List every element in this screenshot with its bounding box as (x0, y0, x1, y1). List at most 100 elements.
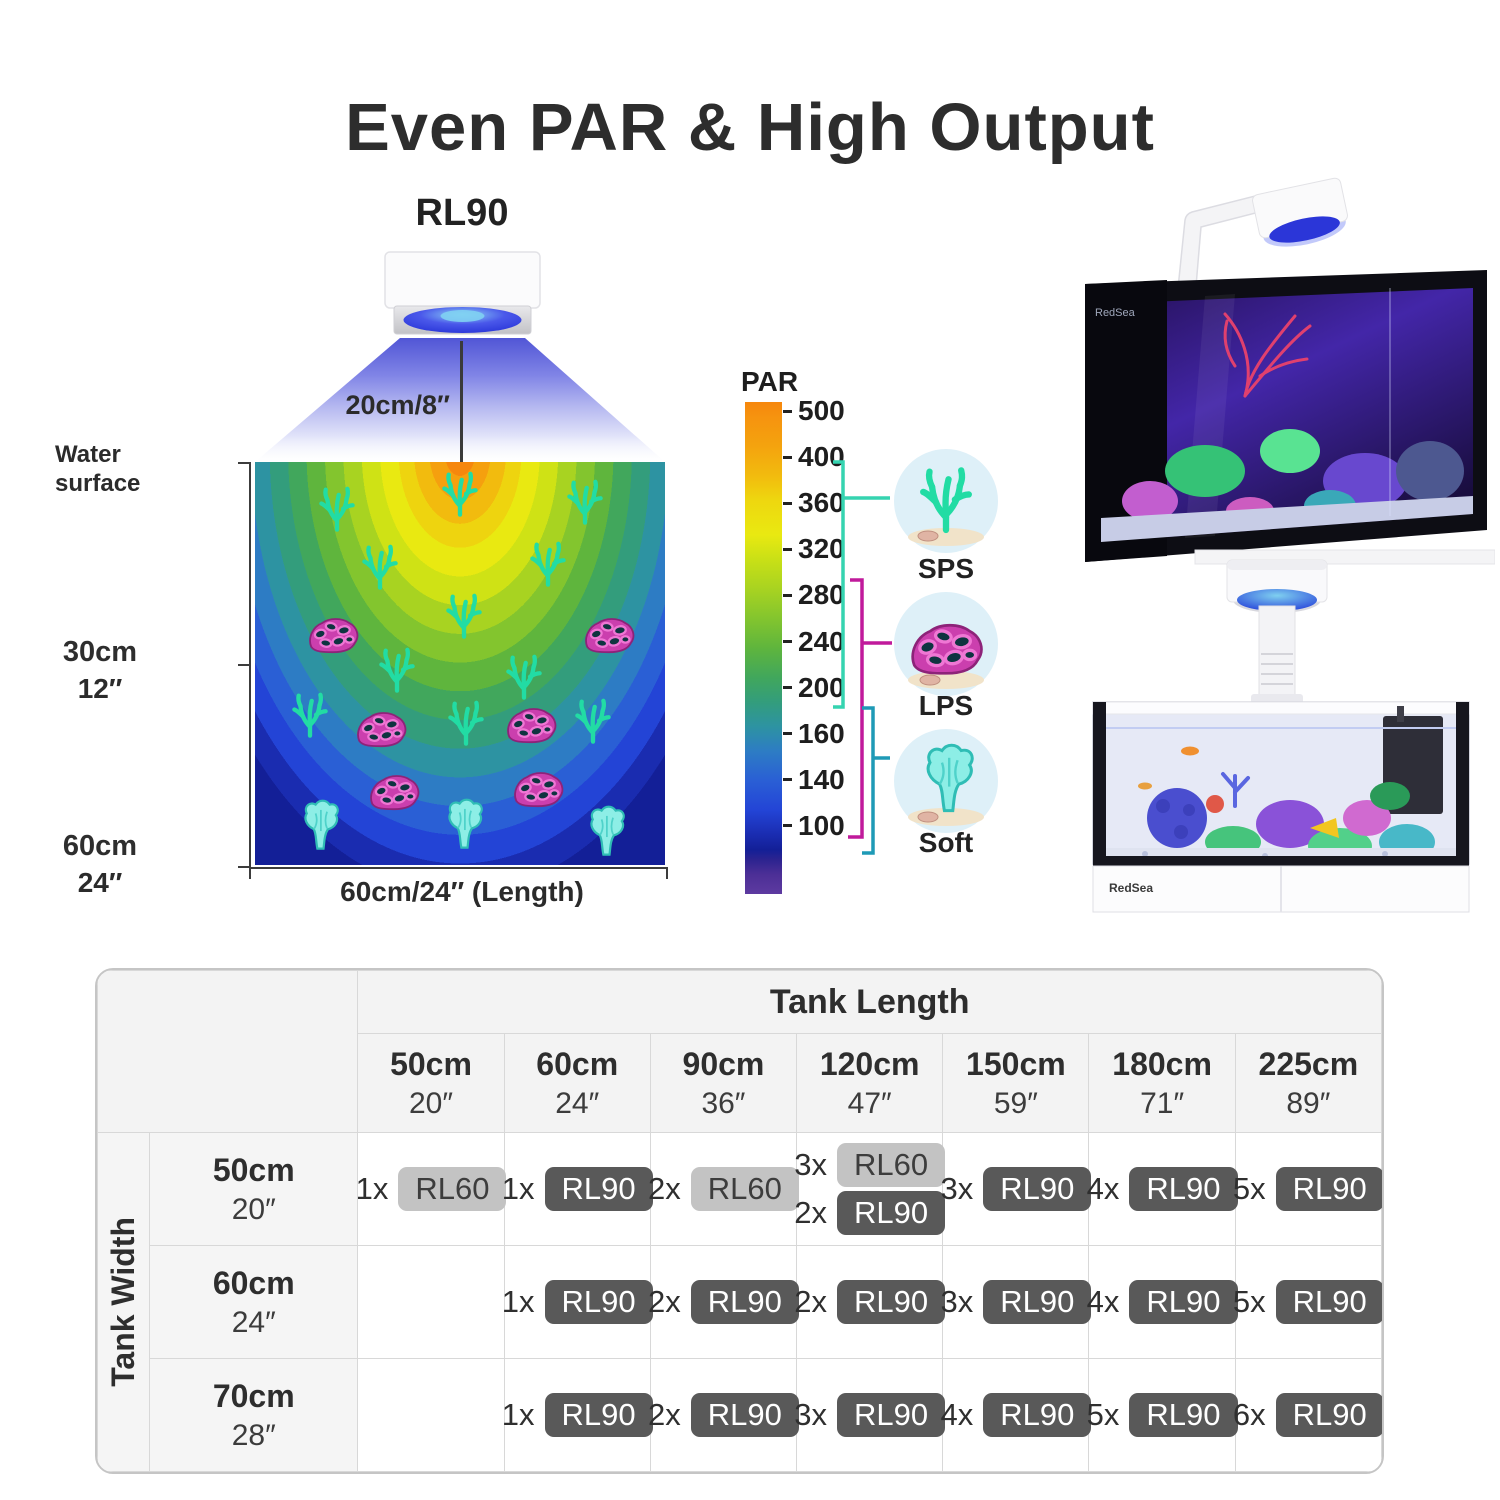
water-surface-label: Water surface (55, 441, 185, 499)
green-coral (1165, 445, 1245, 497)
config-cell: 5x RL90 (1087, 1358, 1238, 1472)
soft-label: Soft (918, 827, 974, 858)
config-cell: 3x RL60 2x RL90 (794, 1132, 946, 1246)
blue-branch-coral (1221, 772, 1250, 808)
model-badge-RL90: RL90 (1275, 1166, 1382, 1212)
tank-top-rim (1092, 701, 1470, 715)
lps-label: LPS (918, 690, 974, 721)
par-tick-280: 280 (783, 579, 845, 610)
lps-coral-icon (894, 592, 998, 696)
config-cell: 6x RL90 (1232, 1358, 1382, 1472)
par-tick-200: 200 (783, 672, 845, 703)
model-badge-RL90: RL90 (690, 1392, 799, 1438)
quantity-label: 1x (501, 1170, 535, 1206)
sand-bed (1101, 496, 1473, 542)
model-badge-RL90: RL90 (836, 1392, 946, 1438)
config-cell (357, 1358, 505, 1472)
pink-coral (1122, 481, 1178, 521)
light-fixture-illustration (384, 251, 541, 335)
model-badge-RL90: RL90 (1129, 1279, 1238, 1325)
par-tick-240: 240 (783, 626, 845, 657)
model-badge-RL60: RL60 (836, 1142, 946, 1187)
red-coral (1206, 795, 1224, 813)
config-cell: 2x RL60 (648, 1132, 799, 1246)
model-badge-RL90: RL90 (983, 1166, 1092, 1212)
quantity-label: 2x (794, 1195, 827, 1231)
red-gorgonian-coral (1223, 312, 1312, 398)
config-cell: 3x RL90 (794, 1358, 946, 1472)
column-header-90cm: 90cm 36″ (649, 1033, 798, 1133)
orange-fish (1181, 746, 1199, 756)
par-range-brackets (833, 460, 892, 855)
config-cell: 2x RL90 (648, 1358, 799, 1472)
model-badge-RL90: RL90 (1275, 1392, 1382, 1438)
yellow-tang-fish (1310, 818, 1339, 838)
model-badge-RL90: RL90 (544, 1279, 653, 1325)
quantity-label: 5x (1232, 1283, 1266, 1319)
config-cell: 1x RL90 (501, 1132, 653, 1246)
sps-coral-icon (894, 449, 998, 553)
model-badge-RL90: RL90 (836, 1279, 946, 1325)
axis-tick (238, 462, 250, 464)
config-cell: 3x RL90 (940, 1245, 1092, 1359)
mount-height-label: 20cm/8″ (345, 390, 450, 420)
bright-green-coral (1260, 429, 1320, 473)
depth-label-30cm: 30cm 12″ (62, 636, 138, 704)
mount-arm (1176, 191, 1276, 299)
water-label-line2: surface (55, 469, 141, 497)
length-axis-line (249, 867, 668, 869)
par-scale-title: PAR (741, 366, 799, 397)
fixture-pole (1258, 605, 1296, 699)
fixture-model-label: RL90 (415, 192, 509, 234)
sps-label: SPS (917, 553, 975, 584)
config-cell: 1x RL60 (355, 1132, 507, 1246)
config-cell: 3x RL90 (940, 1132, 1092, 1246)
par-tick-400: 400 (783, 441, 845, 472)
fixture-lens-highlight (440, 310, 485, 322)
quantity-label: 6x (1232, 1396, 1266, 1432)
mount-height-measure-line (460, 341, 463, 463)
config-cell: 5x RL90 (1232, 1245, 1382, 1359)
brand-logo-photo2: RedSea (1109, 881, 1153, 895)
quantity-label: 1x (355, 1170, 389, 1206)
soft-range-bracket (862, 706, 890, 855)
column-header-150cm: 150cm 59″ (942, 1033, 1090, 1133)
config-cell: 1x RL90 (501, 1245, 653, 1359)
model-badge-RL90: RL90 (1129, 1166, 1238, 1212)
light-configuration-table: Tank Length 50cm 20″ 60cm 24″ 90cm 36″ 120cm 47… (95, 968, 1384, 1474)
quantity-label: 4x (940, 1396, 974, 1432)
quantity-label: 2x (794, 1283, 827, 1319)
config-cell: 4x RL90 (1086, 1132, 1238, 1246)
config-cell: 1x RL90 (501, 1358, 653, 1472)
sps-range-bracket (833, 460, 890, 709)
row-header-70cm: 70cm 28″ (149, 1358, 359, 1472)
column-header-60cm: 60cm 24″ (503, 1033, 651, 1133)
pendant-fixture-lens (1237, 589, 1317, 611)
quantity-label: 1x (501, 1396, 535, 1432)
quantity-label: 1x (501, 1283, 535, 1319)
quantity-label: 2x (648, 1170, 681, 1206)
model-badge-RL90: RL90 (544, 1166, 653, 1212)
reef-tank-photo-bottom: RedSea (1092, 559, 1470, 913)
quantity-label: 3x (794, 1146, 827, 1182)
row-header-50cm: 50cm 20″ (149, 1132, 359, 1246)
purple-coral (1256, 800, 1324, 848)
config-cell: 2x RL90 (648, 1245, 799, 1359)
quantity-label: 4x (1086, 1170, 1120, 1206)
par-tick-140: 140 (783, 764, 845, 795)
axis-tick (249, 869, 251, 879)
model-badge-RL90: RL90 (544, 1392, 653, 1438)
model-badge-RL60: RL60 (690, 1166, 799, 1212)
rock (1396, 441, 1464, 501)
quantity-label: 5x (1232, 1170, 1266, 1206)
quantity-label: 4x (1086, 1283, 1120, 1319)
par-tick-360: 360 (783, 487, 845, 518)
model-badge-RL60: RL60 (398, 1166, 507, 1212)
axis-tick (666, 869, 668, 879)
blue-coral-ball (1147, 788, 1207, 848)
model-badge-RL90: RL90 (983, 1392, 1092, 1438)
depth-label-60cm: 60cm 24″ (62, 830, 138, 898)
model-badge-RL90: RL90 (836, 1191, 946, 1236)
tank-length-axis-label: 60cm/24″ (Length) (340, 876, 584, 907)
par-heatmap (255, 462, 665, 865)
